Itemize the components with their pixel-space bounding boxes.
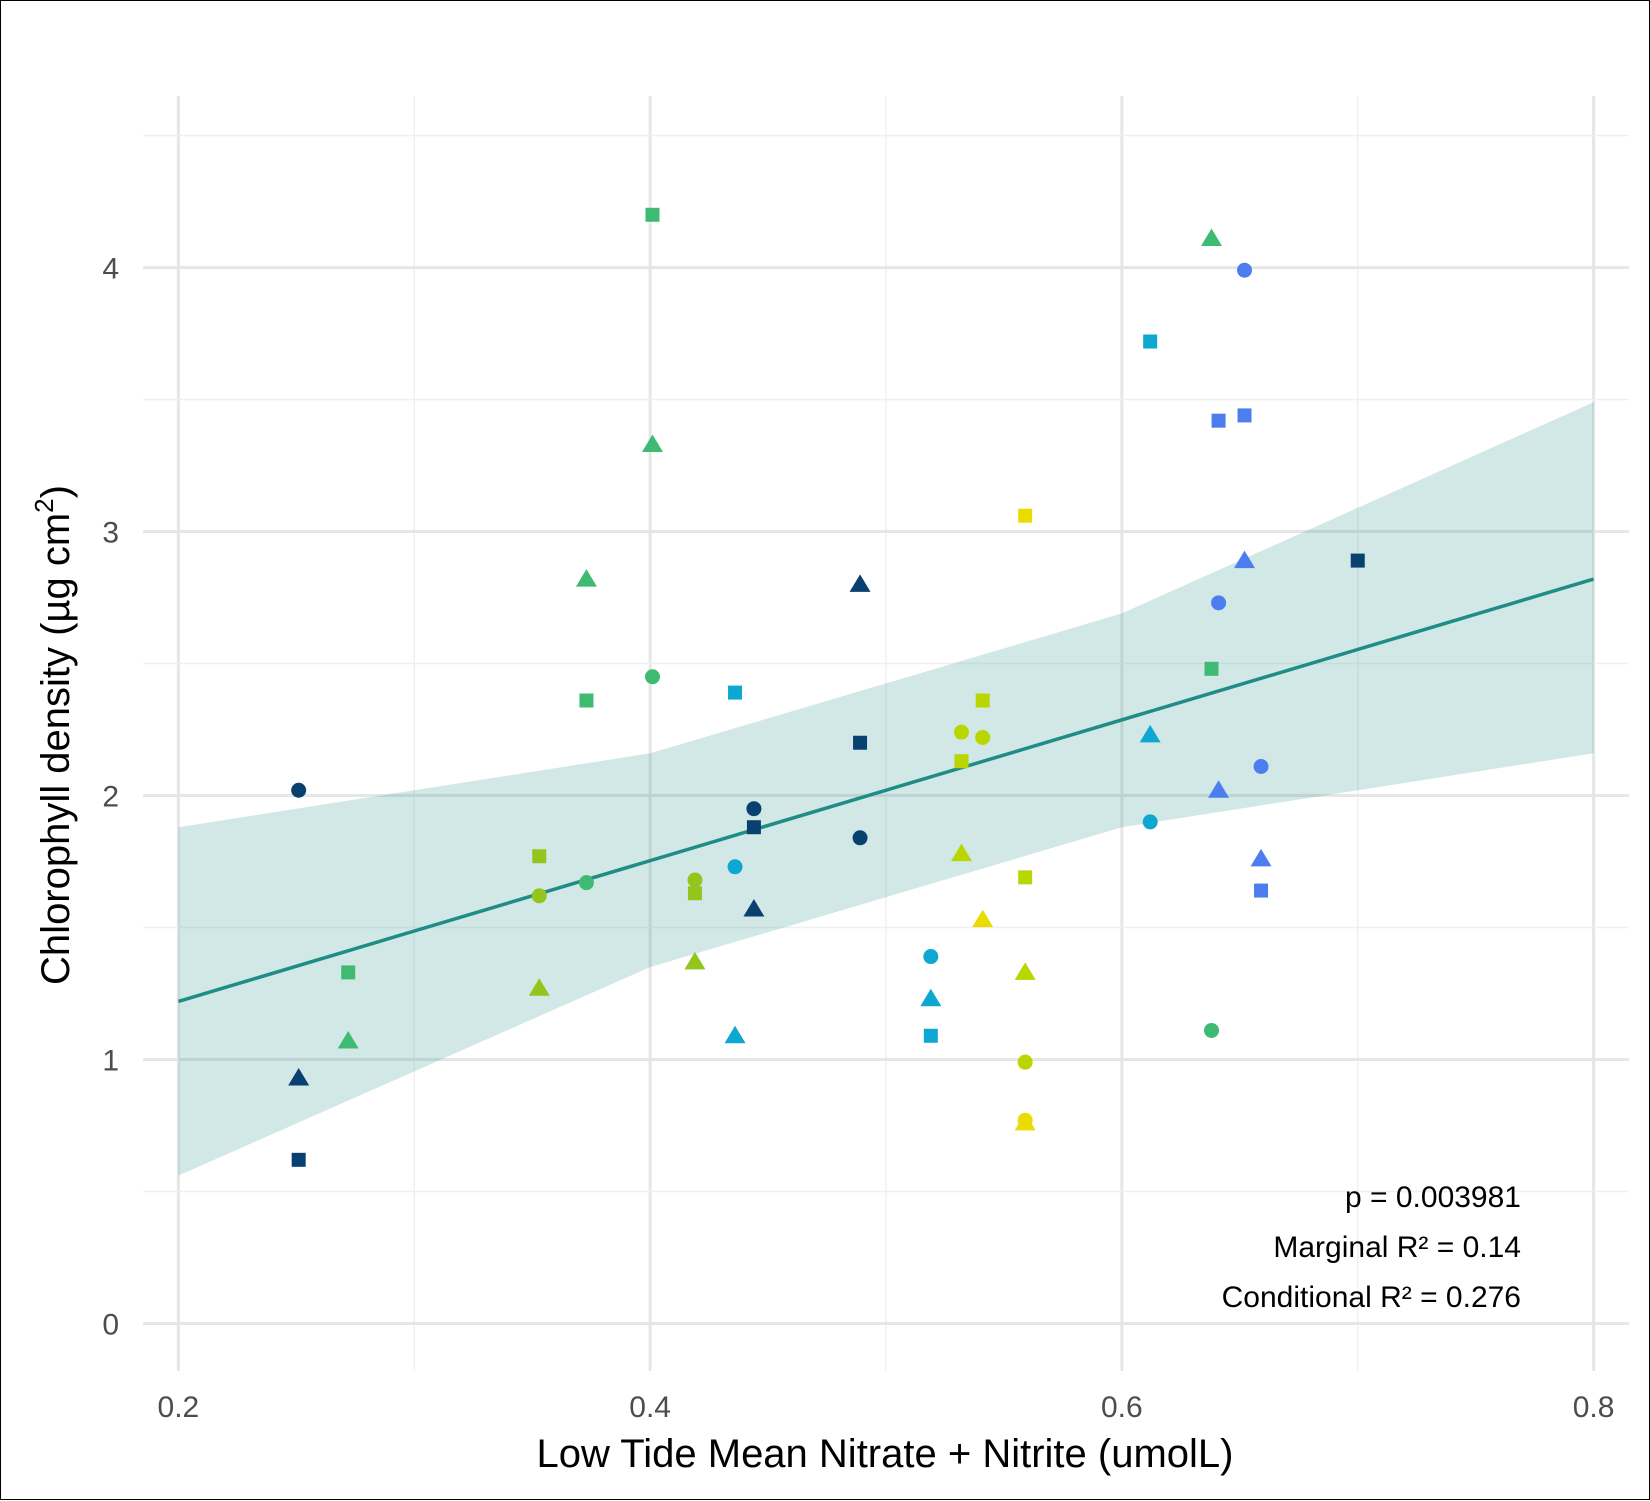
data-point-triangle (1250, 848, 1272, 867)
data-point-triangle (1234, 550, 1256, 569)
data-point-circle (852, 830, 868, 846)
y-axis-label-main: Chlorophyll density (µg cm (34, 513, 78, 985)
data-point-triangle (684, 951, 706, 970)
data-point-square (923, 1028, 938, 1043)
x-axis-ticks: 0.2 0.4 0.6 0.8 (158, 1391, 1615, 1424)
data-point-triangle (950, 843, 972, 862)
x-tick-label: 0.6 (1101, 1391, 1143, 1424)
data-point-square (291, 1152, 306, 1167)
data-point-circle (531, 888, 547, 904)
data-points (288, 207, 1365, 1167)
data-point-triangle (724, 1025, 746, 1044)
data-point-square (341, 965, 356, 980)
stats-annotation: Conditional R² = 0.276 (1222, 1281, 1521, 1314)
data-point-circle (578, 875, 594, 891)
data-point-circle (953, 724, 969, 740)
y-tick-label: 0 (102, 1308, 119, 1341)
data-point-square (532, 849, 547, 864)
data-point-circle (644, 669, 660, 685)
y-tick-label: 1 (102, 1045, 119, 1078)
data-point-square (954, 754, 969, 769)
y-axis-label: Chlorophyll density (µg cm2) (29, 485, 78, 985)
data-point-square (1350, 553, 1365, 568)
data-point-triangle (972, 909, 994, 928)
data-point-circle (1211, 595, 1227, 611)
y-axis-label-close: ) (34, 485, 78, 498)
data-point-circle (1142, 814, 1158, 830)
data-point-square (853, 735, 868, 750)
data-point-triangle (528, 978, 550, 996)
data-point-circle (1253, 758, 1269, 774)
data-point-triangle (1201, 228, 1223, 247)
y-axis-ticks: 0 1 2 3 4 (102, 253, 119, 1342)
x-tick-label: 0.8 (1573, 1391, 1615, 1424)
data-point-circle (1237, 262, 1253, 278)
grid-lines (143, 96, 1629, 1371)
data-point-triangle (337, 1031, 359, 1049)
regression-line (177, 577, 1595, 1004)
data-point-circle (923, 949, 939, 965)
x-tick-label: 0.4 (629, 1391, 671, 1424)
data-point-square (1254, 883, 1269, 898)
data-point-circle (687, 872, 703, 888)
x-axis-label: Low Tide Mean Nitrate + Nitrite (umolL) (537, 1432, 1234, 1476)
data-point-triangle (288, 1067, 310, 1086)
data-point-triangle (1139, 724, 1161, 743)
data-point-square (1018, 870, 1033, 885)
data-point-triangle (849, 574, 871, 592)
data-point-square (645, 207, 660, 222)
data-point-square (1211, 413, 1226, 428)
data-point-circle (291, 782, 307, 798)
data-point-triangle (1014, 1112, 1036, 1131)
data-point-square (975, 693, 990, 708)
data-point-triangle (743, 899, 765, 917)
data-point-triangle (1014, 962, 1036, 980)
y-axis-label-superscript: 2 (29, 498, 59, 512)
y-tick-label: 3 (102, 517, 119, 550)
data-point-triangle (920, 988, 942, 1007)
data-point-square (728, 685, 743, 700)
data-point-circle (1017, 1054, 1033, 1070)
data-point-square (579, 693, 594, 708)
stats-annotation: p = 0.003981 (1345, 1181, 1521, 1214)
data-point-triangle (1208, 780, 1230, 798)
data-point-square (1018, 508, 1033, 523)
data-point-circle (746, 801, 762, 817)
data-point-square (1143, 334, 1158, 349)
stats-annotation: Marginal R² = 0.14 (1273, 1231, 1521, 1264)
data-point-square (687, 886, 702, 901)
data-point-square (746, 820, 761, 835)
data-point-triangle (641, 434, 663, 452)
data-point-circle (1204, 1022, 1220, 1038)
data-point-circle (727, 859, 743, 875)
data-point-square (1204, 661, 1219, 676)
y-tick-label: 4 (102, 253, 119, 286)
data-point-circle (975, 729, 991, 745)
x-tick-label: 0.2 (158, 1391, 200, 1424)
stats-annotations: p = 0.003981 Marginal R² = 0.14 Conditiona… (1222, 1181, 1521, 1314)
data-point-square (1237, 408, 1252, 423)
data-point-triangle (575, 569, 597, 587)
y-tick-label: 2 (102, 781, 119, 814)
